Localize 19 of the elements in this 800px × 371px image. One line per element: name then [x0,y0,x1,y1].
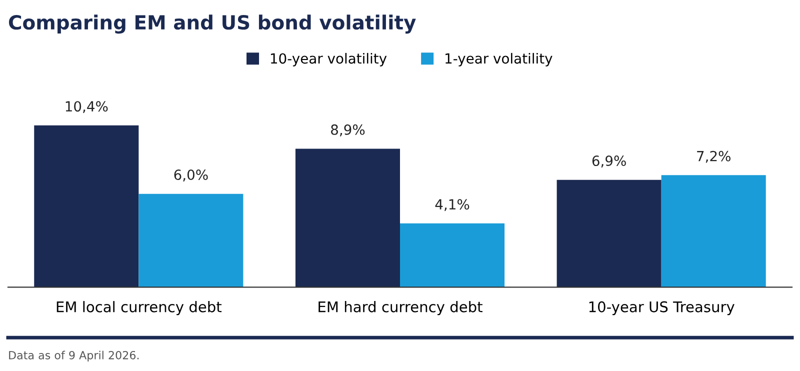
bar [556,180,662,288]
data-label: 8,9% [331,124,365,136]
data-label: 4,1% [435,199,470,211]
legend-label: 10-year volatility [270,52,387,66]
x-tick-label: EM local currency debt [56,301,222,316]
legend-label: 1-year volatility [446,52,552,66]
bar [295,148,400,288]
data-label: 6,0% [174,170,208,182]
data-label: 7,2% [697,150,730,163]
bar [661,175,766,288]
x-tick-label: 10-year US Treasury [589,301,734,316]
chart-title: Comparing EM and US bond volatility [8,14,416,34]
bar [138,194,244,288]
text: Data as of 9 April 2026. [9,350,139,362]
bar [34,125,139,288]
data-label: 10,4% [66,101,108,114]
bar [400,223,505,288]
x-tick-label: EM hard currency debt [318,301,482,316]
data-label: 6,9% [592,156,626,168]
